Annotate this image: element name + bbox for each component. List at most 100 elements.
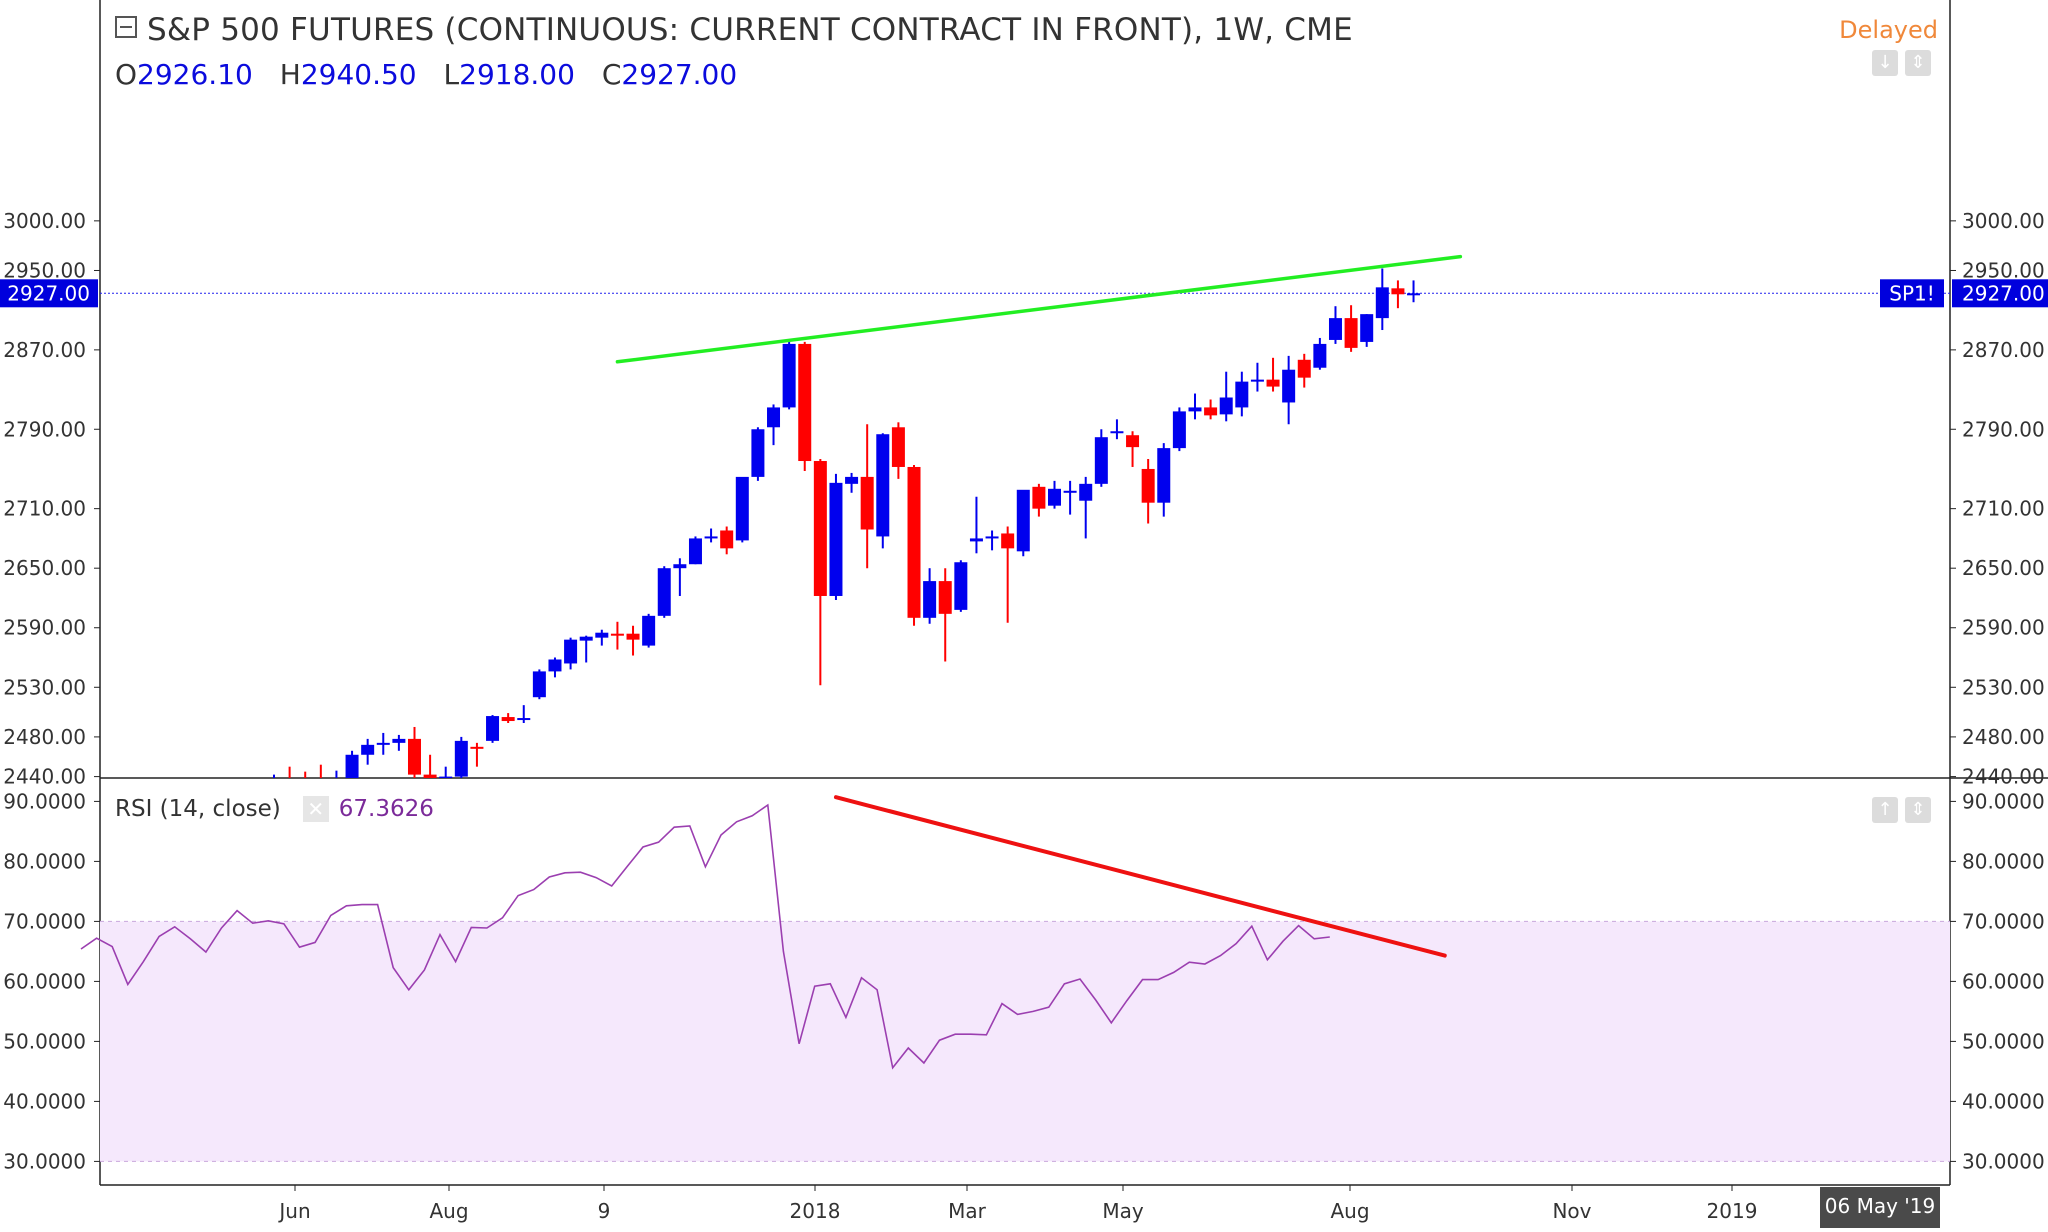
candle bbox=[829, 473, 843, 600]
move-down-icon[interactable]: ↓ bbox=[1872, 50, 1898, 76]
candle bbox=[798, 341, 812, 471]
trendlines[interactable] bbox=[615, 254, 1463, 958]
candle-body bbox=[1391, 288, 1405, 295]
candle bbox=[985, 530, 999, 551]
remove-indicator-icon[interactable]: ✕ bbox=[302, 796, 329, 822]
rsi-legend: RSI (14, close) ✕ 67.3626 bbox=[115, 796, 434, 822]
right-price-label-bg bbox=[1952, 279, 2048, 308]
price-left-tick-label: 2710.00 bbox=[3, 497, 86, 521]
candle-body bbox=[1328, 318, 1342, 340]
candle bbox=[907, 464, 921, 626]
candle-body bbox=[376, 742, 390, 745]
candle bbox=[751, 427, 765, 481]
candle bbox=[595, 629, 609, 646]
price-right-tick-label: 2710.00 bbox=[1962, 497, 2045, 521]
candle-body bbox=[1282, 369, 1296, 403]
candle bbox=[1048, 480, 1061, 509]
price-resistance-trendline bbox=[615, 254, 1463, 364]
close-value: 2927.00 bbox=[621, 58, 738, 91]
candle bbox=[704, 528, 718, 543]
candle-body bbox=[1001, 533, 1015, 549]
candle bbox=[782, 341, 796, 410]
candle-body bbox=[517, 718, 531, 721]
x-tick-label: Mar bbox=[948, 1199, 987, 1223]
candle-body bbox=[860, 476, 874, 530]
candle-body bbox=[1126, 435, 1140, 448]
collapse-pane-icon[interactable]: ⇕ bbox=[1905, 50, 1931, 76]
rsi-line bbox=[80, 803, 1330, 1070]
candle bbox=[1172, 407, 1186, 452]
candle bbox=[767, 404, 781, 446]
candle bbox=[860, 424, 874, 569]
collapse-icon[interactable] bbox=[115, 16, 137, 38]
candle-body bbox=[1172, 411, 1186, 449]
candle bbox=[954, 560, 968, 612]
candle bbox=[673, 558, 687, 596]
low-label: L bbox=[443, 58, 460, 91]
rsi-left-tick-label: 30.0000 bbox=[3, 1149, 86, 1173]
candle-body bbox=[673, 564, 687, 569]
candle bbox=[1282, 355, 1296, 425]
maximize-pane-icon[interactable]: ⇕ bbox=[1905, 797, 1931, 823]
candle bbox=[335, 770, 338, 778]
rsi-left-tick-label: 50.0000 bbox=[3, 1029, 86, 1053]
candle bbox=[319, 764, 322, 778]
candle-body bbox=[1204, 407, 1218, 416]
candle bbox=[1079, 476, 1093, 539]
candle-body bbox=[876, 434, 890, 537]
ohlc-legend: O2926.10 H2940.50 L2918.00 C2927.00 bbox=[115, 58, 755, 91]
candle-body bbox=[751, 429, 765, 477]
x-tick-label: May bbox=[1102, 1199, 1144, 1223]
candle bbox=[876, 433, 890, 549]
candle-body bbox=[532, 671, 546, 698]
rsi-left-tick-label: 40.0000 bbox=[3, 1089, 86, 1113]
candle bbox=[501, 713, 515, 724]
candle bbox=[1219, 371, 1233, 422]
candle bbox=[610, 621, 624, 650]
move-up-icon[interactable]: ↑ bbox=[1872, 797, 1898, 823]
candle-body bbox=[985, 536, 999, 539]
x-tick-label: Aug bbox=[1330, 1199, 1369, 1223]
rsi-left-tick-label: 80.0000 bbox=[3, 849, 86, 873]
candle bbox=[532, 669, 546, 700]
price-right-tick-label: 2530.00 bbox=[1962, 675, 2045, 699]
candle bbox=[1250, 362, 1264, 392]
candle-body bbox=[626, 633, 640, 640]
candle bbox=[1032, 483, 1046, 517]
price-left-tick-label: 3000.00 bbox=[3, 209, 86, 233]
candle-body bbox=[361, 744, 375, 755]
title-text: S&P 500 FUTURES (CONTINUOUS: CURRENT CON… bbox=[147, 12, 1353, 48]
rsi-divergence-trendline bbox=[833, 795, 1447, 958]
candle-body bbox=[595, 632, 609, 638]
candle bbox=[626, 625, 640, 656]
x-tick-label: 9 bbox=[598, 1199, 611, 1223]
delayed-badge: Delayed bbox=[1839, 16, 1938, 44]
candle-body bbox=[439, 776, 453, 778]
rsi-right-tick-label: 90.0000 bbox=[1962, 789, 2045, 813]
x-tick-label: 2018 bbox=[790, 1199, 841, 1223]
candle-body bbox=[564, 639, 578, 664]
candle-body bbox=[767, 407, 781, 428]
left-price-label-bg bbox=[0, 279, 98, 308]
candle-body bbox=[1188, 407, 1202, 412]
price-left-tick-label: 2790.00 bbox=[3, 417, 86, 441]
x-tick-label: 2019 bbox=[1707, 1199, 1758, 1223]
candle bbox=[969, 496, 983, 554]
rsi-right-tick-label: 40.0000 bbox=[1962, 1089, 2045, 1113]
candle bbox=[1313, 337, 1327, 370]
price-right-tick-label: 2590.00 bbox=[1962, 616, 2045, 640]
candle bbox=[657, 566, 671, 618]
candle bbox=[1344, 305, 1358, 352]
price-left-tick-label: 2870.00 bbox=[3, 338, 86, 362]
rsi-right-tick-label: 70.0000 bbox=[1962, 909, 2045, 933]
candle-body bbox=[1407, 293, 1421, 296]
open-value: 2926.10 bbox=[137, 58, 253, 91]
candle-body bbox=[392, 738, 406, 743]
candle-body bbox=[813, 461, 827, 596]
candle-body bbox=[1297, 359, 1311, 378]
candle-body bbox=[1141, 468, 1155, 503]
rsi-label: RSI (14, close) bbox=[115, 796, 281, 822]
candle-body bbox=[938, 581, 952, 614]
candle-body bbox=[1032, 486, 1046, 509]
